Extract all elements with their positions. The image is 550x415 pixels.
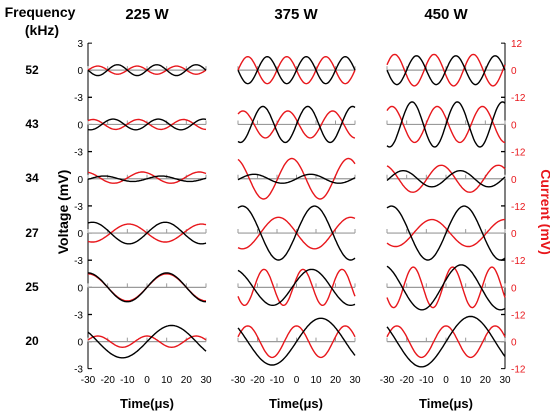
- voltage-tick-label: -3: [74, 256, 83, 267]
- current-series-line: [237, 157, 356, 200]
- voltage-tick-label: 0: [77, 66, 83, 77]
- row-label-25: 25: [25, 280, 39, 294]
- x-tick-label: 30: [499, 375, 511, 386]
- current-tick-label: 0: [511, 175, 517, 186]
- current-series-line: [87, 171, 207, 184]
- voltage-series-line: [386, 101, 506, 148]
- x-tick-label: 20: [330, 375, 342, 386]
- x-axis-label-col1: Time(μs): [120, 396, 174, 411]
- row-label-20: 20: [25, 334, 39, 348]
- x-axis-label-col3: Time(μs): [419, 396, 473, 411]
- voltage-series-line: [237, 317, 356, 366]
- current-tick-label: 0: [511, 120, 517, 131]
- current-series-line: [237, 110, 356, 139]
- x-tick-label: -20: [399, 375, 414, 386]
- voltage-tick-label: 0: [77, 229, 83, 240]
- x-tick-label: -20: [250, 375, 265, 386]
- voltage-series-line: [87, 175, 207, 183]
- current-tick-label: -12: [511, 202, 526, 213]
- row-label-34: 34: [25, 171, 39, 185]
- x-tick-label: 10: [460, 375, 472, 386]
- current-tick-label: -12: [511, 93, 526, 104]
- x-tick-label: 20: [480, 375, 492, 386]
- x-tick-label: -30: [231, 375, 246, 386]
- x-tick-label: 10: [310, 375, 322, 386]
- current-tick-label: 0: [511, 66, 517, 77]
- voltage-series-line: [237, 205, 356, 261]
- x-tick-label: 30: [349, 375, 361, 386]
- voltage-tick-label: -3: [74, 147, 83, 158]
- current-tick-label: 12: [511, 39, 523, 50]
- current-tick-label: -12: [511, 310, 526, 321]
- column-title-375w: 375 W: [274, 6, 318, 23]
- current-tick-label: 0: [511, 283, 517, 294]
- x-tick-label: 0: [443, 375, 449, 386]
- voltage-series-line: [386, 55, 506, 86]
- voltage-tick-label: -3: [74, 365, 83, 376]
- voltage-tick-label: 0: [77, 283, 83, 294]
- current-series-line: [237, 325, 356, 359]
- x-tick-label: -30: [81, 375, 96, 386]
- x-axis-label-col2: Time(μs): [269, 396, 323, 411]
- row-label-27: 27: [25, 226, 39, 240]
- current-series-line: [386, 53, 506, 87]
- voltage-series-line: [386, 315, 506, 368]
- voltage-series-line: [386, 264, 506, 311]
- voltage-tick-label: 3: [77, 39, 83, 50]
- voltage-series-line: [386, 170, 506, 188]
- voltage-series-line: [237, 268, 356, 306]
- current-series-line: [386, 105, 506, 144]
- current-series-line: [87, 118, 207, 131]
- voltage-tick-label: -3: [74, 310, 83, 321]
- row-label-52: 52: [25, 63, 39, 77]
- voltage-tick-label: 0: [77, 175, 83, 186]
- voltage-series-line: [87, 221, 207, 245]
- x-tick-label: -30: [380, 375, 395, 386]
- voltage-axis-label: Voltage (mV): [55, 170, 71, 255]
- voltage-series-line: [237, 55, 356, 85]
- x-tick-label: 20: [181, 375, 193, 386]
- x-tick-label: 10: [161, 375, 173, 386]
- plot-grid: 30-3120-120-30-120-30-120-30-120-30-120-…: [74, 39, 526, 386]
- x-tick-label: 30: [200, 375, 212, 386]
- voltage-tick-label: 0: [77, 338, 83, 349]
- current-series-line: [386, 325, 506, 359]
- x-tick-label: 0: [144, 375, 150, 386]
- x-tick-label: -10: [270, 375, 285, 386]
- current-tick-label: -12: [511, 147, 526, 158]
- current-series-line: [386, 164, 506, 193]
- row-header-line2: (kHz): [25, 22, 59, 38]
- voltage-series-line: [386, 205, 506, 261]
- voltage-series-line: [87, 272, 206, 303]
- current-tick-label: 0: [511, 229, 517, 240]
- current-series-line: [386, 218, 505, 248]
- voltage-series-line: [87, 118, 207, 131]
- current-series-line: [237, 268, 356, 306]
- voltage-series-line: [237, 105, 356, 144]
- voltage-tick-label: -3: [74, 93, 83, 104]
- current-series-line: [386, 266, 506, 309]
- column-title-225w: 225 W: [125, 6, 169, 23]
- voltage-series-line: [237, 173, 356, 184]
- current-tick-label: -12: [511, 256, 526, 267]
- current-series-line: [87, 335, 207, 349]
- x-tick-label: -20: [100, 375, 115, 386]
- current-tick-label: 0: [511, 338, 517, 349]
- row-header-line1: Frequency: [5, 4, 76, 20]
- voltage-tick-label: -3: [74, 202, 83, 213]
- current-axis-label: Current (mV): [538, 169, 550, 255]
- current-tick-label: -12: [511, 365, 526, 376]
- voltage-series-line: [87, 64, 207, 77]
- column-title-450w: 450 W: [424, 6, 468, 23]
- x-tick-label: -10: [120, 375, 135, 386]
- voltage-series-line: [87, 324, 207, 359]
- x-tick-label: -10: [419, 375, 434, 386]
- voltage-tick-label: 0: [77, 120, 83, 131]
- x-tick-label: 0: [294, 375, 300, 386]
- row-label-43: 43: [25, 117, 39, 131]
